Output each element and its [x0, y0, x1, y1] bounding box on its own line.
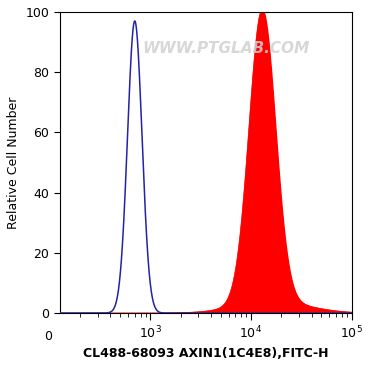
Text: WWW.PTGLAB.COM: WWW.PTGLAB.COM — [142, 41, 310, 55]
Text: 0: 0 — [44, 330, 52, 343]
X-axis label: CL488-68093 AXIN1(1C4E8),FITC-H: CL488-68093 AXIN1(1C4E8),FITC-H — [83, 347, 329, 360]
Y-axis label: Relative Cell Number: Relative Cell Number — [7, 96, 20, 229]
